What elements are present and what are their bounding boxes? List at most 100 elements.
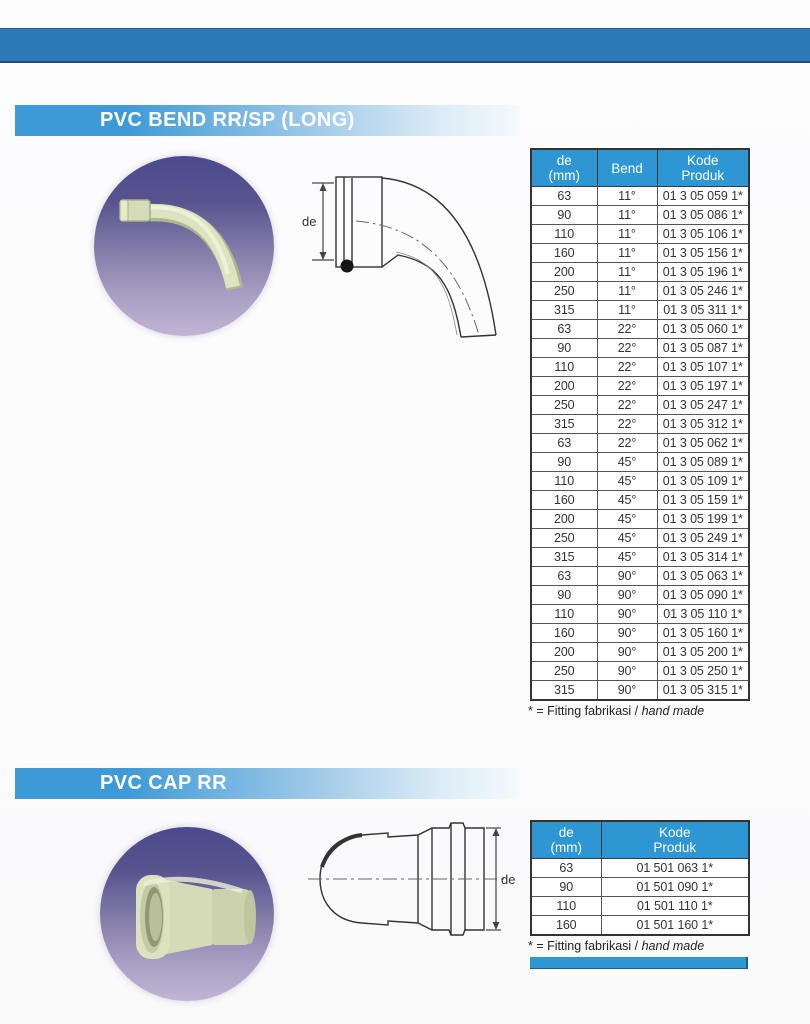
cap-shading-stroke: [320, 833, 363, 868]
bend-centerline: [355, 220, 480, 336]
cap-table-header-row: de (mm) Kode Produk: [530, 820, 750, 859]
cap-col-header-de: de (mm): [530, 820, 602, 859]
bend-col-header-de: de (mm): [530, 148, 598, 187]
cell-de: 90: [530, 877, 602, 897]
cell-de: 110: [530, 896, 602, 916]
cell-de: 110: [530, 604, 598, 624]
cell-de: 90: [530, 338, 598, 358]
bend-dim-label: de: [302, 214, 316, 229]
bend-col-header-kode: Kode Produk: [656, 148, 750, 187]
cell-de: 250: [530, 528, 598, 548]
table-row: 63 22° 01 3 05 060 1*: [530, 319, 750, 339]
cell-de: 110: [530, 357, 598, 377]
cell-de: 200: [530, 376, 598, 396]
table-row: 315 45° 01 3 05 314 1*: [530, 547, 750, 567]
cell-bend-angle: 22°: [596, 414, 658, 434]
cell-kode-produk: 01 3 05 087 1*: [656, 338, 750, 358]
cell-de: 110: [530, 471, 598, 491]
cell-bend-angle: 90°: [596, 661, 658, 681]
bend-section-banner: PVC BEND RR/SP (LONG): [15, 105, 520, 136]
cap-section-banner: PVC CAP RR: [15, 768, 520, 799]
cell-bend-angle: 11°: [596, 186, 658, 206]
cell-bend-angle: 22°: [596, 338, 658, 358]
cell-de: 315: [530, 680, 598, 701]
cell-kode-produk: 01 3 05 200 1*: [656, 642, 750, 662]
cell-kode-produk: 01 3 05 059 1*: [656, 186, 750, 206]
cell-de: 315: [530, 547, 598, 567]
bend-product-table: de (mm) Bend Kode Produk 63 11° 01 3 05 …: [530, 148, 750, 701]
cell-de: 315: [530, 414, 598, 434]
cell-kode-produk: 01 3 05 110 1*: [656, 604, 750, 624]
table-row: 250 22° 01 3 05 247 1*: [530, 395, 750, 415]
table-row: 200 22° 01 3 05 197 1*: [530, 376, 750, 396]
table-row: 110 22° 01 3 05 107 1*: [530, 357, 750, 377]
cell-bend-angle: 22°: [596, 319, 658, 339]
cap-footnote: * = Fitting fabrikasi / hand made: [528, 939, 705, 953]
cell-kode-produk: 01 3 05 314 1*: [656, 547, 750, 567]
table-row: 200 90° 01 3 05 200 1*: [530, 642, 750, 662]
cell-kode-produk: 01 3 05 199 1*: [656, 509, 750, 529]
cell-bend-angle: 11°: [596, 205, 658, 225]
cell-bend-angle: 45°: [596, 547, 658, 567]
cell-kode-produk: 01 501 110 1*: [600, 896, 750, 916]
table-row: 315 22° 01 3 05 312 1*: [530, 414, 750, 434]
cell-bend-angle: 90°: [596, 642, 658, 662]
cell-bend-angle: 45°: [596, 509, 658, 529]
cell-kode-produk: 01 501 160 1*: [600, 915, 750, 936]
table-row: 160 01 501 160 1*: [530, 915, 750, 936]
cell-de: 250: [530, 281, 598, 301]
cell-bend-angle: 22°: [596, 433, 658, 453]
cell-bend-angle: 90°: [596, 680, 658, 701]
cell-de: 200: [530, 262, 598, 282]
cell-kode-produk: 01 3 05 063 1*: [656, 566, 750, 586]
cell-de: 90: [530, 452, 598, 472]
cell-kode-produk: 01 501 063 1*: [600, 858, 750, 878]
table-row: 63 01 501 063 1*: [530, 858, 750, 878]
top-accent-bar: [0, 28, 810, 63]
table-row: 110 11° 01 3 05 106 1*: [530, 224, 750, 244]
table-row: 63 90° 01 3 05 063 1*: [530, 566, 750, 586]
cell-bend-angle: 11°: [596, 224, 658, 244]
bend-product-photo: [94, 156, 274, 336]
cap-dimension-lines: [486, 827, 501, 931]
table-row: 160 45° 01 3 05 159 1*: [530, 490, 750, 510]
bend-socket-outline: [335, 176, 383, 268]
table-row: 110 90° 01 3 05 110 1*: [530, 604, 750, 624]
cell-de: 63: [530, 433, 598, 453]
cell-bend-angle: 11°: [596, 300, 658, 320]
cell-kode-produk: 01 3 05 060 1*: [656, 319, 750, 339]
cell-de: 110: [530, 224, 598, 244]
table-row: 90 45° 01 3 05 089 1*: [530, 452, 750, 472]
bend-section-title: PVC BEND RR/SP (LONG): [100, 109, 355, 131]
cell-bend-angle: 45°: [596, 452, 658, 472]
cell-bend-angle: 22°: [596, 376, 658, 396]
bend-technical-drawing: de: [300, 163, 518, 356]
table-row: 250 90° 01 3 05 250 1*: [530, 661, 750, 681]
cell-bend-angle: 90°: [596, 585, 658, 605]
cell-de: 63: [530, 858, 602, 878]
bend-col-header-bend: Bend: [596, 148, 658, 187]
table-row: 160 11° 01 3 05 156 1*: [530, 243, 750, 263]
cell-kode-produk: 01 3 05 086 1*: [656, 205, 750, 225]
table-row: 63 11° 01 3 05 059 1*: [530, 186, 750, 206]
cell-kode-produk: 01 3 05 246 1*: [656, 281, 750, 301]
cell-de: 160: [530, 243, 598, 263]
section-divider-bar: [530, 957, 748, 969]
cell-de: 63: [530, 319, 598, 339]
cell-kode-produk: 01 3 05 156 1*: [656, 243, 750, 263]
table-row: 90 11° 01 3 05 086 1*: [530, 205, 750, 225]
table-row: 250 45° 01 3 05 249 1*: [530, 528, 750, 548]
bend-footnote: * = Fitting fabrikasi / hand made: [528, 704, 705, 718]
cell-de: 63: [530, 186, 598, 206]
table-row: 90 90° 01 3 05 090 1*: [530, 585, 750, 605]
table-row: 110 45° 01 3 05 109 1*: [530, 471, 750, 491]
cell-bend-angle: 11°: [596, 243, 658, 263]
cell-kode-produk: 01 3 05 062 1*: [656, 433, 750, 453]
cap-technical-drawing: de: [300, 818, 518, 949]
cell-kode-produk: 01 3 05 160 1*: [656, 623, 750, 643]
bend-table-header-row: de (mm) Bend Kode Produk: [530, 148, 750, 187]
table-row: 90 22° 01 3 05 087 1*: [530, 338, 750, 358]
cell-bend-angle: 22°: [596, 357, 658, 377]
cell-kode-produk: 01 3 05 311 1*: [656, 300, 750, 320]
